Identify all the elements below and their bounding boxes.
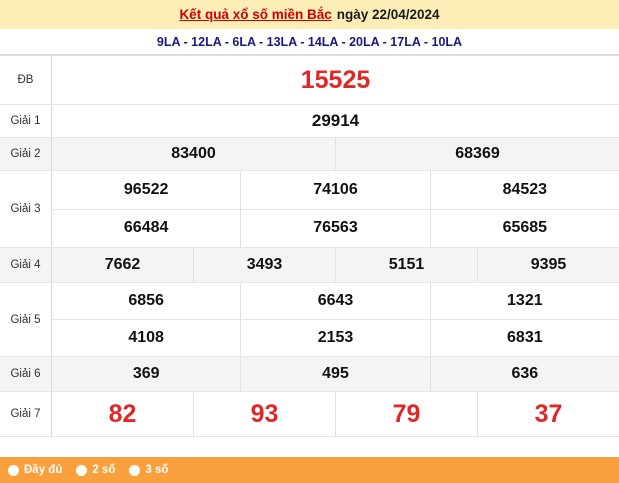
filter-option[interactable]: 2 số	[76, 464, 115, 476]
prize-values: 29914	[52, 105, 619, 137]
prize-number: 369	[52, 357, 242, 391]
prize-value-line: 82 93 79 37	[52, 392, 619, 436]
prize-label: ĐB	[0, 56, 52, 104]
prize-value-line: 6856 6643 1321	[52, 283, 619, 319]
prize-row: Giải 6 369 495 636	[0, 357, 619, 392]
results-table: ĐB 15525 Giải 1 29914 Giải 2 83400 68369 Giải 3…	[0, 55, 619, 457]
prize-number: 7662	[52, 248, 194, 282]
page-header: Kết quả xổ số miền Bắc ngày 22/04/2024	[0, 0, 619, 29]
prize-number: 5151	[336, 248, 478, 282]
prize-row: Giải 5 6856 6643 1321 4108 2153 6831	[0, 283, 619, 357]
prize-value-line: 7662 3493 5151 9395	[52, 248, 619, 282]
results-date: ngày 22/04/2024	[336, 7, 440, 22]
prize-label: Giải 4	[0, 248, 52, 282]
prize-number: 37	[534, 399, 563, 428]
radio-filled-icon[interactable]	[8, 464, 19, 476]
prize-row: Giải 7 82 93 79 37	[0, 392, 619, 437]
prize-value-line: 66484 76563 65685	[52, 208, 619, 247]
prize-row: Giải 3 96522 74106 84523 66484 76563 65685	[0, 171, 619, 248]
prize-number: 83400	[52, 138, 336, 170]
prize-number: 6856	[52, 283, 242, 319]
prize-number: 3493	[194, 248, 336, 282]
prize-values: 369 495 636	[52, 357, 619, 391]
prize-values: 6856 6643 1321 4108 2153 6831	[52, 283, 619, 356]
prize-values: 96522 74106 84523 66484 76563 65685	[52, 171, 619, 247]
filter-option-label: 2 số	[92, 464, 116, 476]
prize-value-line: 369 495 636	[52, 357, 619, 391]
prize-number: 6643	[241, 283, 431, 319]
prize-label: Giải 2	[0, 138, 52, 170]
prize-label: Giải 7	[0, 392, 52, 436]
prize-value-line: 96522 74106 84523	[52, 171, 619, 209]
results-title-link[interactable]: Kết quả xổ số miền Bắc	[179, 7, 332, 22]
prize-values: 83400 68369	[52, 138, 619, 170]
filter-option[interactable]: Đầy đủ	[8, 464, 62, 476]
prize-values: 15525	[52, 56, 619, 104]
prize-row: Giải 2 83400 68369	[0, 138, 619, 171]
prize-number: 29914	[311, 111, 360, 130]
prize-number: 1321	[507, 292, 543, 309]
prize-number: 93	[194, 392, 336, 436]
prize-value-line: 15525	[52, 56, 619, 104]
filter-option-label: Đầy đủ	[24, 464, 63, 476]
prize-number: 84523	[502, 180, 548, 198]
prize-values: 7662 3493 5151 9395	[52, 248, 619, 282]
radio-filled-icon[interactable]	[76, 464, 88, 476]
prize-number: 74106	[241, 171, 431, 209]
prize-number: 96522	[52, 171, 242, 209]
prize-number: 79	[336, 392, 478, 436]
prize-number: 636	[511, 365, 539, 382]
filter-option[interactable]: 3 số	[129, 464, 168, 476]
prize-number: 9395	[530, 256, 567, 273]
prize-value-line: 83400 68369	[52, 138, 619, 170]
prize-label: Giải 1	[0, 105, 52, 137]
prize-number: 6831	[507, 329, 543, 346]
prize-label: Giải 3	[0, 171, 52, 247]
prize-number: 15525	[300, 65, 371, 94]
prize-value-line: 29914	[52, 105, 619, 137]
prize-row: ĐB 15525	[0, 56, 619, 105]
prize-number: 68369	[455, 145, 500, 162]
prize-label: Giải 5	[0, 283, 52, 356]
display-filter-bar: Đầy đủ 2 số 3 số	[0, 457, 619, 483]
prize-number: 66484	[52, 209, 242, 247]
radio-filled-icon[interactable]	[129, 464, 141, 476]
prize-number: 495	[241, 357, 431, 391]
prize-number: 2153	[241, 320, 431, 356]
prize-row: Giải 4 7662 3493 5151 9395	[0, 248, 619, 283]
prize-label: Giải 6	[0, 357, 52, 391]
prize-values: 82 93 79 37	[52, 392, 619, 436]
prize-number: 82	[52, 392, 194, 436]
prize-value-line: 4108 2153 6831	[52, 319, 619, 356]
prize-number: 4108	[52, 320, 242, 356]
prize-number: 76563	[241, 209, 431, 247]
prize-number: 65685	[502, 219, 548, 237]
province-codes-bar: 9LA - 12LA - 6LA - 13LA - 14LA - 20LA - …	[0, 29, 619, 55]
prize-row: Giải 1 29914	[0, 105, 619, 138]
filter-option-label: 3 số	[145, 464, 169, 476]
